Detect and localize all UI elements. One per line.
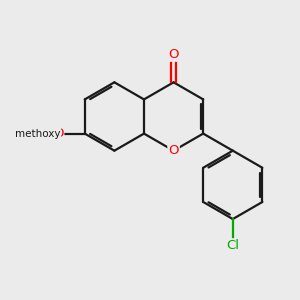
Text: methoxy: methoxy xyxy=(15,129,60,139)
Text: O: O xyxy=(168,144,179,157)
Text: O: O xyxy=(168,48,179,61)
Text: O: O xyxy=(53,127,63,140)
Text: Cl: Cl xyxy=(226,239,239,252)
